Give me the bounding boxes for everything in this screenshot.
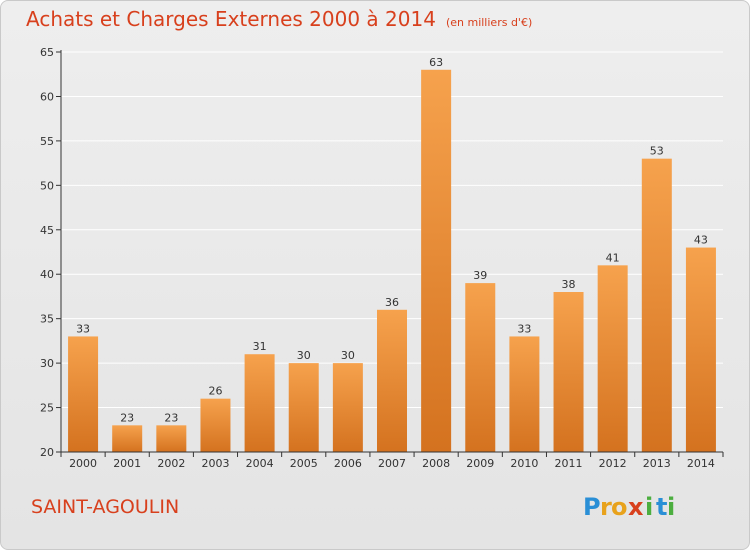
bar-value-label: 41 — [606, 251, 620, 264]
x-tick-label: 2001 — [113, 457, 141, 470]
bar-value-label: 23 — [120, 411, 134, 424]
y-tick-label: 60 — [40, 90, 54, 103]
logo-letter: t — [656, 493, 667, 521]
bar — [553, 292, 584, 452]
bar-value-label: 30 — [341, 349, 355, 362]
bar — [288, 363, 319, 452]
chart-title: Achats et Charges Externes 2000 à 2014 (e… — [26, 7, 532, 31]
bar — [332, 363, 363, 452]
bar-value-label: 38 — [562, 278, 576, 291]
y-tick-label: 25 — [40, 402, 54, 415]
city-name: SAINT-AGOULIN — [31, 496, 180, 518]
bar-value-label: 39 — [473, 269, 487, 282]
x-tick-label: 2011 — [555, 457, 583, 470]
logo-letter: x — [628, 493, 644, 521]
bar-value-label: 63 — [429, 56, 443, 69]
logo-letter: P — [583, 493, 601, 521]
bar — [156, 425, 187, 452]
bar-value-label: 33 — [76, 322, 90, 335]
x-tick-label: 2003 — [201, 457, 229, 470]
bar-value-label: 43 — [694, 234, 708, 247]
x-tick-label: 2014 — [687, 457, 715, 470]
axis-layer: 20 25 30 35 40 45 50 55 60 65 2000 2001 2002 2003 2004… — [40, 46, 724, 470]
bar — [421, 69, 452, 453]
x-tick-label: 2004 — [246, 457, 274, 470]
bar — [68, 336, 99, 452]
x-tick-label: 2009 — [466, 457, 494, 470]
bar-value-label: 33 — [517, 322, 531, 335]
bar-value-label: 26 — [208, 385, 222, 398]
logo-letter: i — [645, 493, 653, 521]
x-tick-label: 2000 — [69, 457, 97, 470]
x-tick-label: 2002 — [157, 457, 185, 470]
bar — [244, 354, 275, 452]
x-tick-label: 2008 — [422, 457, 450, 470]
bar — [641, 158, 672, 452]
x-tick-label: 2006 — [334, 457, 362, 470]
bar — [685, 247, 716, 452]
x-tick-label: 2010 — [510, 457, 538, 470]
bar-value-label: 31 — [253, 340, 267, 353]
bar — [465, 283, 496, 452]
bar-value-label: 30 — [297, 349, 311, 362]
logo-letter: r — [600, 493, 612, 521]
x-tick-label: 2007 — [378, 457, 406, 470]
y-tick-label: 35 — [40, 313, 54, 326]
y-tick-label: 55 — [40, 135, 54, 148]
x-tick-label: 2012 — [599, 457, 627, 470]
bar — [112, 425, 143, 452]
y-tick-label: 40 — [40, 268, 54, 281]
bar-value-label: 53 — [650, 145, 664, 158]
bar — [200, 398, 231, 452]
bar — [597, 265, 628, 452]
x-tick-label: 2013 — [643, 457, 671, 470]
y-tick-label: 30 — [40, 357, 54, 370]
bar — [377, 309, 407, 452]
bar-value-label: 36 — [385, 296, 399, 309]
y-tick-label: 20 — [40, 446, 54, 459]
bar-layer: 33 23 23 26 31 30 30 36 63 39 33 38 41 53 43 — [68, 56, 716, 453]
bar — [509, 336, 540, 452]
logo-letter: i — [667, 493, 675, 521]
chart-unit: (en milliers d'€) — [445, 16, 533, 29]
y-tick-label: 65 — [40, 46, 54, 59]
chart-title-text: Achats et Charges Externes 2000 à 2014 — [26, 7, 436, 31]
y-tick-label: 45 — [40, 224, 54, 237]
x-tick-label: 2005 — [290, 457, 318, 470]
bar-value-label: 23 — [164, 411, 178, 424]
logo-letter: o — [611, 493, 628, 521]
y-tick-label: 50 — [40, 179, 54, 192]
